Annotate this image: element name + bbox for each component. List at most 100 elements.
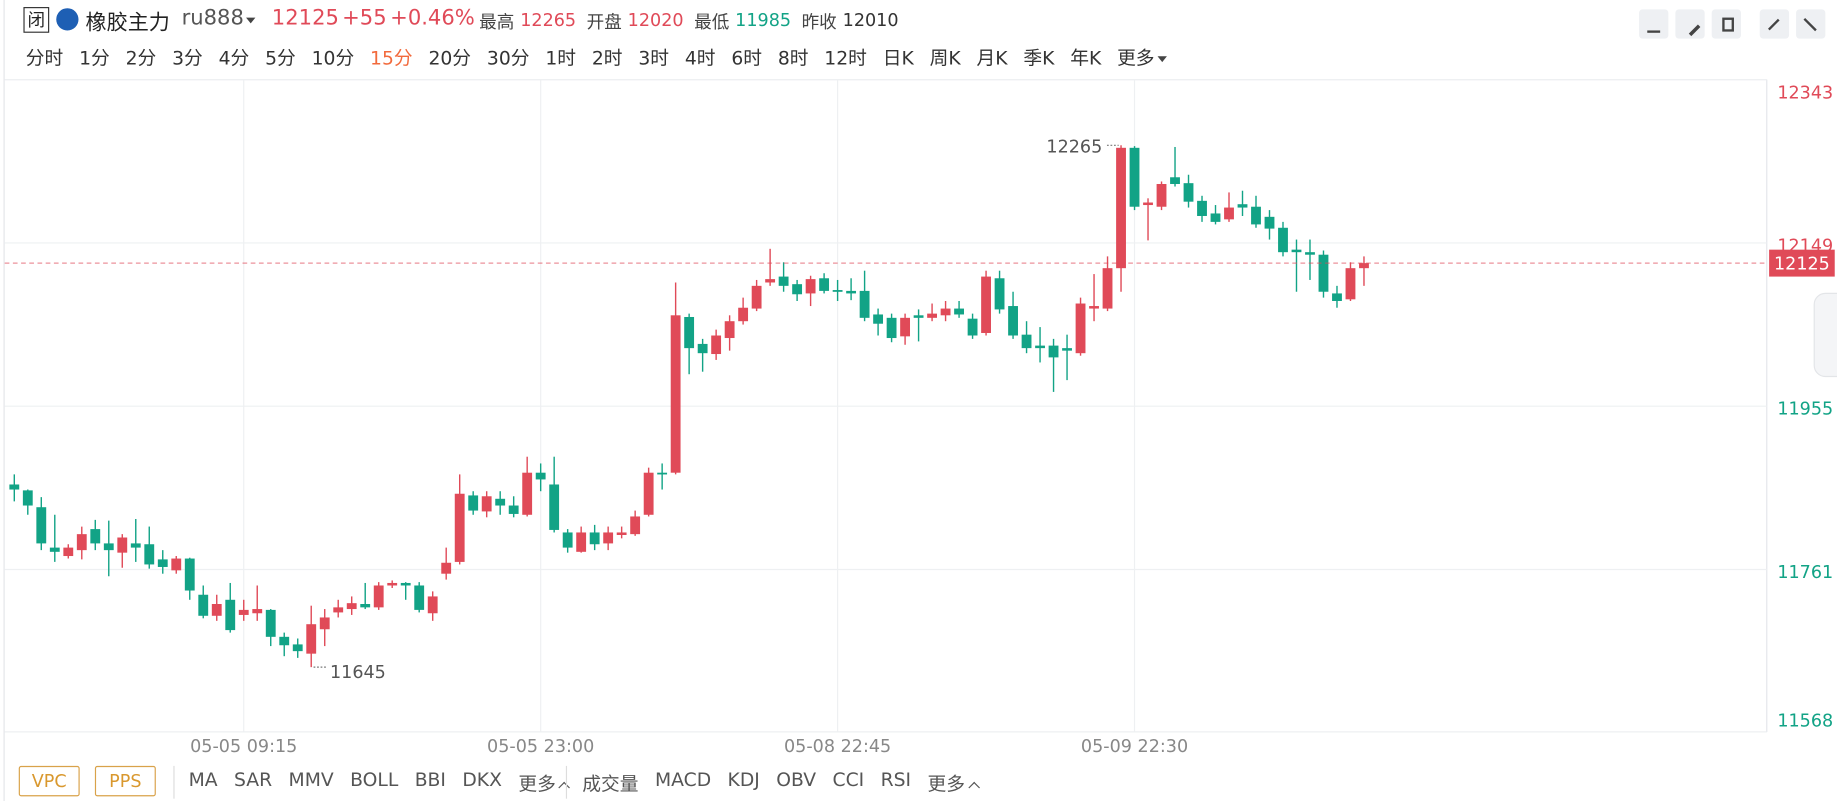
period-tab[interactable]: 月K <box>976 46 1008 70</box>
candle-body <box>697 343 708 354</box>
candle-body <box>198 594 209 616</box>
period-tab[interactable]: 12时 <box>824 46 867 70</box>
period-tab[interactable]: 1时 <box>545 46 577 70</box>
indicator[interactable]: RSI <box>880 768 912 791</box>
indicator[interactable]: SAR <box>234 768 273 791</box>
candle-body <box>549 484 560 530</box>
candle-body <box>144 544 155 565</box>
period-tab[interactable]: 4时 <box>684 46 716 70</box>
candle-body <box>724 321 735 339</box>
period-tab[interactable]: 30分 <box>486 46 530 70</box>
period-tab[interactable]: 3分 <box>172 46 203 70</box>
candle-body <box>117 537 128 553</box>
indicator[interactable]: MACD <box>654 768 712 791</box>
period-tab[interactable]: 4分 <box>218 46 250 70</box>
instrument-dropdown[interactable] <box>246 17 256 29</box>
candle-body <box>1116 147 1126 269</box>
indicator[interactable]: 更多 <box>518 768 568 796</box>
period-tab[interactable]: 15分 <box>370 46 413 70</box>
period-tab[interactable]: 周K <box>929 46 961 70</box>
candle-body <box>711 335 722 355</box>
candle-body <box>1210 213 1221 222</box>
period-bar: 分时 1分 2分 3分 4分 5分 10分 15分 20分 30分 1时 2时 3时 4时 6时 8时 12时日… <box>26 42 1184 70</box>
candle-body <box>1345 268 1356 300</box>
period-tab[interactable]: 8时 <box>777 46 809 70</box>
period-tab[interactable]: 10分 <box>311 46 355 70</box>
exchange-icon <box>56 8 79 31</box>
instrument-name[interactable]: 橡胶主力 <box>85 10 170 36</box>
candle-body <box>1224 207 1234 220</box>
collapse-button[interactable] <box>1759 9 1790 39</box>
period-tab[interactable]: 3时 <box>638 46 670 70</box>
draw-tool[interactable] <box>1675 9 1705 39</box>
indicator[interactable]: DKX <box>462 768 502 791</box>
candle-body <box>832 290 843 292</box>
indicator[interactable]: KDJ <box>727 768 760 791</box>
candle-body <box>805 279 816 294</box>
candle-body <box>1021 334 1032 349</box>
candle-body <box>1278 227 1288 253</box>
period-tab[interactable]: 年K <box>1070 46 1102 70</box>
close-button[interactable] <box>1796 9 1826 39</box>
sub-indicators: 成交量 MACD KDJ OBV CCI RSI 更多 <box>582 768 994 796</box>
candle-body <box>522 472 533 515</box>
candle-body <box>535 472 546 480</box>
period-tab[interactable]: 分时 <box>25 46 64 70</box>
side-panel-toggle[interactable] <box>1813 292 1837 378</box>
candle-body <box>1048 345 1059 358</box>
candle-body <box>211 604 222 616</box>
period-tab[interactable]: 20分 <box>428 46 472 70</box>
period-tab[interactable]: 季K <box>1023 46 1055 70</box>
indicator[interactable]: MA <box>188 768 218 791</box>
low-annotation: 11645 <box>330 663 386 683</box>
y-tick-label: 11955 <box>1777 400 1833 420</box>
period-tab[interactable]: 2分 <box>125 46 157 70</box>
candle-body <box>630 516 641 535</box>
candle-body <box>63 547 74 557</box>
indicator[interactable]: CCI <box>832 768 865 791</box>
candle-body <box>103 543 114 551</box>
indicator[interactable]: BBI <box>414 768 446 791</box>
period-tab[interactable]: 2时 <box>591 46 623 70</box>
indicator-tool[interactable] <box>1639 9 1669 39</box>
candle-body <box>387 582 398 586</box>
candle-body <box>427 596 438 614</box>
y-tick-label: 11761 <box>1777 563 1833 583</box>
main-button[interactable]: VPC <box>18 765 80 797</box>
candle-body <box>157 559 168 567</box>
candle-body <box>1170 177 1180 185</box>
candle-body <box>657 472 668 475</box>
y-tick-label: 12343 <box>1777 84 1833 104</box>
candle-body <box>76 534 87 551</box>
stat-value: 11985 <box>735 9 792 31</box>
stat-label: 昨收 <box>801 11 837 33</box>
candle-body <box>130 543 141 548</box>
candle-body <box>562 532 573 548</box>
period-tab[interactable]: 1分 <box>79 46 110 70</box>
candle-body <box>1156 184 1167 207</box>
indicator[interactable]: OBV <box>776 768 817 791</box>
candle-body <box>846 290 857 294</box>
indicator[interactable]: 成交量 <box>582 772 639 796</box>
period-tab[interactable]: 5分 <box>265 46 296 70</box>
indicator[interactable]: MMV <box>288 768 334 791</box>
candle-body <box>751 285 762 309</box>
indicator[interactable]: BOLL <box>350 768 399 791</box>
indicator[interactable]: 更多 <box>927 768 977 796</box>
period-tab[interactable]: 6时 <box>731 46 762 70</box>
main-button[interactable]: PPS <box>94 765 156 797</box>
price-change-pct: +0.46% <box>390 5 475 31</box>
candle-body <box>819 278 830 291</box>
candle-body <box>9 484 20 490</box>
chart-type-tool[interactable] <box>1711 9 1741 39</box>
candle-body <box>36 507 47 544</box>
period-tab[interactable]: 日K <box>882 46 914 70</box>
instrument-code[interactable]: ru888 <box>181 5 244 31</box>
candle-body <box>1305 252 1315 255</box>
period-tab[interactable]: 更多 <box>1117 42 1167 70</box>
candle-body <box>589 532 600 545</box>
